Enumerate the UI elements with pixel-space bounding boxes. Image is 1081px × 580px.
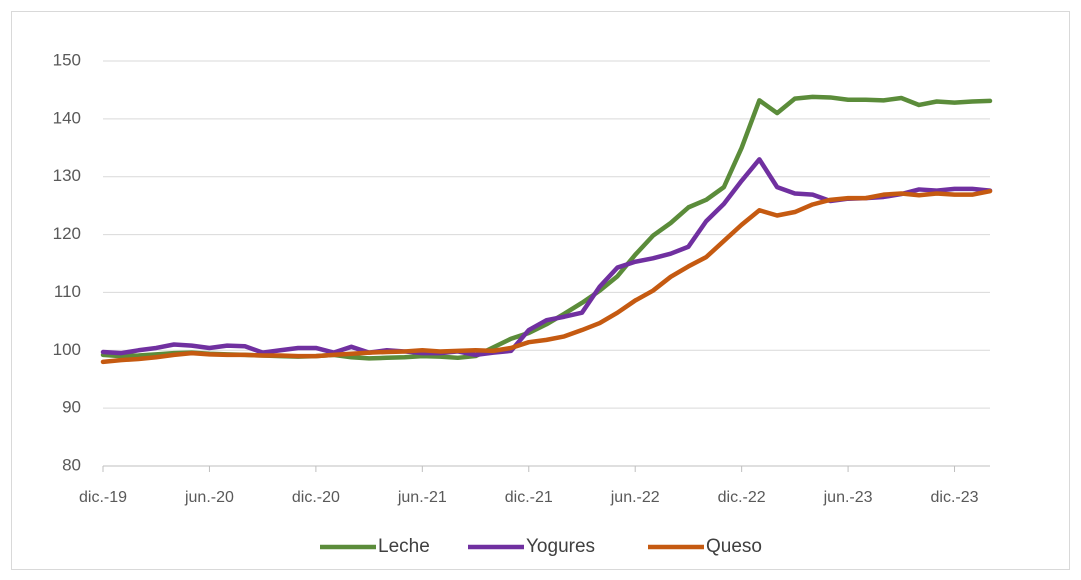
chart-frame: [11, 11, 1070, 570]
y-tick-label: 150: [53, 50, 81, 69]
y-tick-label: 90: [62, 398, 81, 417]
x-tick-label: dic.-23: [931, 489, 979, 506]
legend-label: Leche: [378, 536, 430, 557]
x-tick-label: dic.-20: [292, 489, 340, 506]
x-tick-label: dic.-22: [718, 489, 766, 506]
legend-label: Queso: [706, 536, 762, 557]
y-tick-label: 130: [53, 166, 81, 185]
y-tick-label: 120: [53, 224, 81, 243]
x-tick-label: dic.-21: [505, 489, 553, 506]
x-tick-label: jun.-23: [823, 489, 873, 506]
x-tick-label: jun.-20: [184, 489, 234, 506]
legend-label: Yogures: [526, 536, 595, 557]
series-line: [100, 188, 993, 365]
x-tick-label: jun.-21: [397, 489, 447, 506]
y-tick-label: 110: [54, 282, 81, 301]
y-tick-label: 100: [53, 340, 81, 359]
x-tick-label: jun.-22: [610, 489, 660, 506]
y-tick-label: 80: [62, 455, 81, 474]
y-tick-label: 140: [53, 108, 81, 127]
x-tick-label: dic.-19: [79, 489, 127, 506]
